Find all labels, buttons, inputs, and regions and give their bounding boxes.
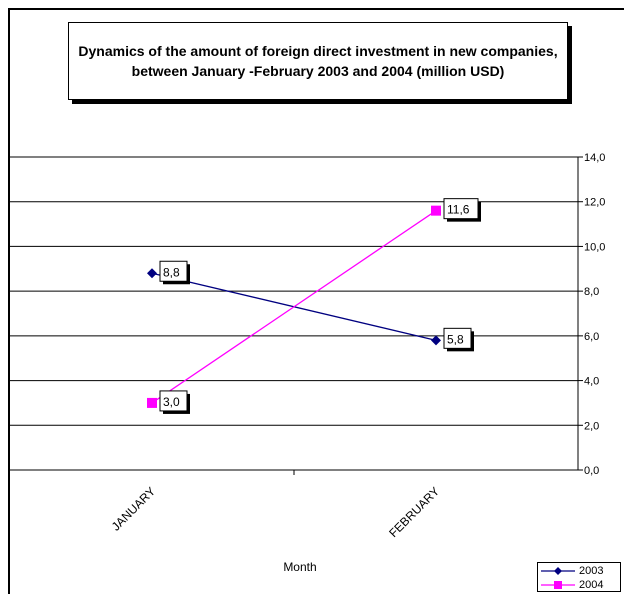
chart-title: Dynamics of the amount of foreign direct… bbox=[78, 43, 558, 79]
ytick-label-1: 2,0 bbox=[584, 420, 599, 432]
xtick-label-0: JANUARY bbox=[109, 484, 158, 533]
data-label-2003-1: 5,8 bbox=[447, 332, 464, 346]
chart-legend: 2003 2004 bbox=[537, 562, 621, 592]
point-2004-1 bbox=[431, 205, 441, 216]
legend-entry-2004: 2004 bbox=[538, 578, 622, 592]
ytick-label-2: 4,0 bbox=[584, 376, 599, 388]
ytick-label-5: 10,0 bbox=[584, 241, 605, 253]
ytick-label-3: 6,0 bbox=[584, 331, 599, 343]
data-label-box-2003-1 bbox=[443, 327, 472, 349]
chart-title-box: Dynamics of the amount of foreign direct… bbox=[68, 22, 568, 100]
point-2003-0 bbox=[147, 268, 157, 279]
ytick-label-7: 14,0 bbox=[584, 152, 605, 164]
x-axis-title: Month bbox=[283, 560, 316, 574]
ytick-label-0: 0,0 bbox=[584, 465, 599, 477]
xtick-label-1: FEBRUARY bbox=[386, 484, 442, 540]
data-label-box-2004-0 bbox=[159, 390, 188, 412]
legend-marker-2003 bbox=[541, 567, 575, 575]
legend-label-2004: 2004 bbox=[579, 579, 604, 591]
data-label-2004-0: 3,0 bbox=[163, 395, 180, 409]
ytick-label-4: 8,0 bbox=[584, 286, 599, 298]
data-label-box-2004-1 bbox=[443, 198, 479, 220]
chart-frame bbox=[8, 8, 624, 594]
data-label-2003-0: 8,8 bbox=[163, 265, 180, 279]
legend-label-2003: 2003 bbox=[579, 565, 604, 577]
ytick-label-6: 12,0 bbox=[584, 197, 605, 209]
data-label-2004-1: 11,6 bbox=[447, 203, 470, 217]
legend-marker-2004 bbox=[541, 581, 575, 589]
series-line-2004 bbox=[151, 210, 437, 404]
legend-entry-2003: 2003 bbox=[538, 564, 622, 578]
point-2003-1 bbox=[431, 335, 441, 346]
point-2004-0 bbox=[147, 397, 157, 408]
data-label-box-2003-0 bbox=[159, 260, 188, 282]
